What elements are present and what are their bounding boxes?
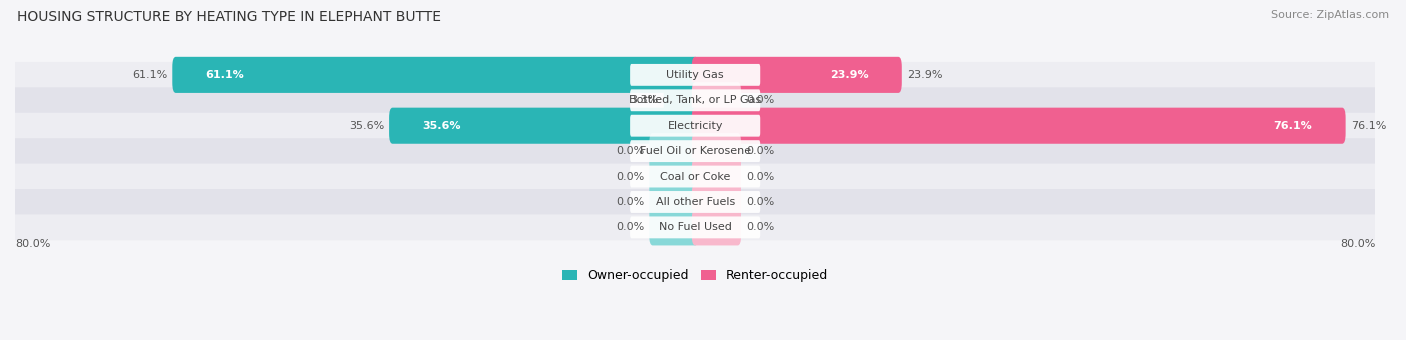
FancyBboxPatch shape bbox=[173, 57, 699, 93]
FancyBboxPatch shape bbox=[650, 133, 699, 169]
Text: Electricity: Electricity bbox=[668, 121, 723, 131]
Text: 61.1%: 61.1% bbox=[205, 70, 245, 80]
Text: 0.0%: 0.0% bbox=[747, 95, 775, 105]
Text: 80.0%: 80.0% bbox=[15, 239, 51, 249]
FancyBboxPatch shape bbox=[389, 108, 699, 144]
FancyBboxPatch shape bbox=[630, 217, 761, 238]
Text: Bottled, Tank, or LP Gas: Bottled, Tank, or LP Gas bbox=[628, 95, 761, 105]
Text: 3.3%: 3.3% bbox=[630, 95, 658, 105]
Text: 76.1%: 76.1% bbox=[1351, 121, 1386, 131]
FancyBboxPatch shape bbox=[692, 133, 741, 169]
Text: 0.0%: 0.0% bbox=[616, 146, 644, 156]
Text: Fuel Oil or Kerosene: Fuel Oil or Kerosene bbox=[640, 146, 751, 156]
FancyBboxPatch shape bbox=[630, 89, 761, 111]
FancyBboxPatch shape bbox=[15, 87, 1375, 113]
Text: 35.6%: 35.6% bbox=[422, 121, 461, 131]
FancyBboxPatch shape bbox=[630, 191, 761, 213]
FancyBboxPatch shape bbox=[630, 140, 761, 162]
FancyBboxPatch shape bbox=[15, 189, 1375, 215]
FancyBboxPatch shape bbox=[630, 115, 761, 137]
Text: 23.9%: 23.9% bbox=[907, 70, 942, 80]
Text: 76.1%: 76.1% bbox=[1274, 121, 1312, 131]
FancyBboxPatch shape bbox=[692, 184, 741, 220]
Text: 0.0%: 0.0% bbox=[616, 197, 644, 207]
Text: 0.0%: 0.0% bbox=[747, 146, 775, 156]
FancyBboxPatch shape bbox=[630, 64, 761, 86]
Text: 0.0%: 0.0% bbox=[616, 222, 644, 232]
Text: 0.0%: 0.0% bbox=[747, 222, 775, 232]
FancyBboxPatch shape bbox=[692, 108, 1346, 144]
FancyBboxPatch shape bbox=[650, 209, 699, 245]
Text: 23.9%: 23.9% bbox=[830, 70, 869, 80]
FancyBboxPatch shape bbox=[15, 138, 1375, 164]
Text: 0.0%: 0.0% bbox=[747, 172, 775, 182]
FancyBboxPatch shape bbox=[664, 82, 699, 118]
FancyBboxPatch shape bbox=[692, 57, 901, 93]
FancyBboxPatch shape bbox=[15, 113, 1375, 139]
FancyBboxPatch shape bbox=[630, 166, 761, 187]
Text: 0.0%: 0.0% bbox=[616, 172, 644, 182]
Legend: Owner-occupied, Renter-occupied: Owner-occupied, Renter-occupied bbox=[562, 269, 828, 282]
Text: HOUSING STRUCTURE BY HEATING TYPE IN ELEPHANT BUTTE: HOUSING STRUCTURE BY HEATING TYPE IN ELE… bbox=[17, 10, 441, 24]
Text: Coal or Coke: Coal or Coke bbox=[659, 172, 730, 182]
Text: No Fuel Used: No Fuel Used bbox=[659, 222, 731, 232]
Text: Utility Gas: Utility Gas bbox=[666, 70, 724, 80]
Text: All other Fuels: All other Fuels bbox=[655, 197, 735, 207]
FancyBboxPatch shape bbox=[15, 62, 1375, 88]
Text: 61.1%: 61.1% bbox=[132, 70, 167, 80]
FancyBboxPatch shape bbox=[692, 158, 741, 194]
FancyBboxPatch shape bbox=[15, 164, 1375, 189]
FancyBboxPatch shape bbox=[650, 158, 699, 194]
FancyBboxPatch shape bbox=[650, 184, 699, 220]
Text: Source: ZipAtlas.com: Source: ZipAtlas.com bbox=[1271, 10, 1389, 20]
FancyBboxPatch shape bbox=[692, 209, 741, 245]
Text: 0.0%: 0.0% bbox=[747, 197, 775, 207]
Text: 80.0%: 80.0% bbox=[1340, 239, 1375, 249]
FancyBboxPatch shape bbox=[15, 215, 1375, 240]
FancyBboxPatch shape bbox=[692, 82, 741, 118]
Text: 35.6%: 35.6% bbox=[349, 121, 384, 131]
